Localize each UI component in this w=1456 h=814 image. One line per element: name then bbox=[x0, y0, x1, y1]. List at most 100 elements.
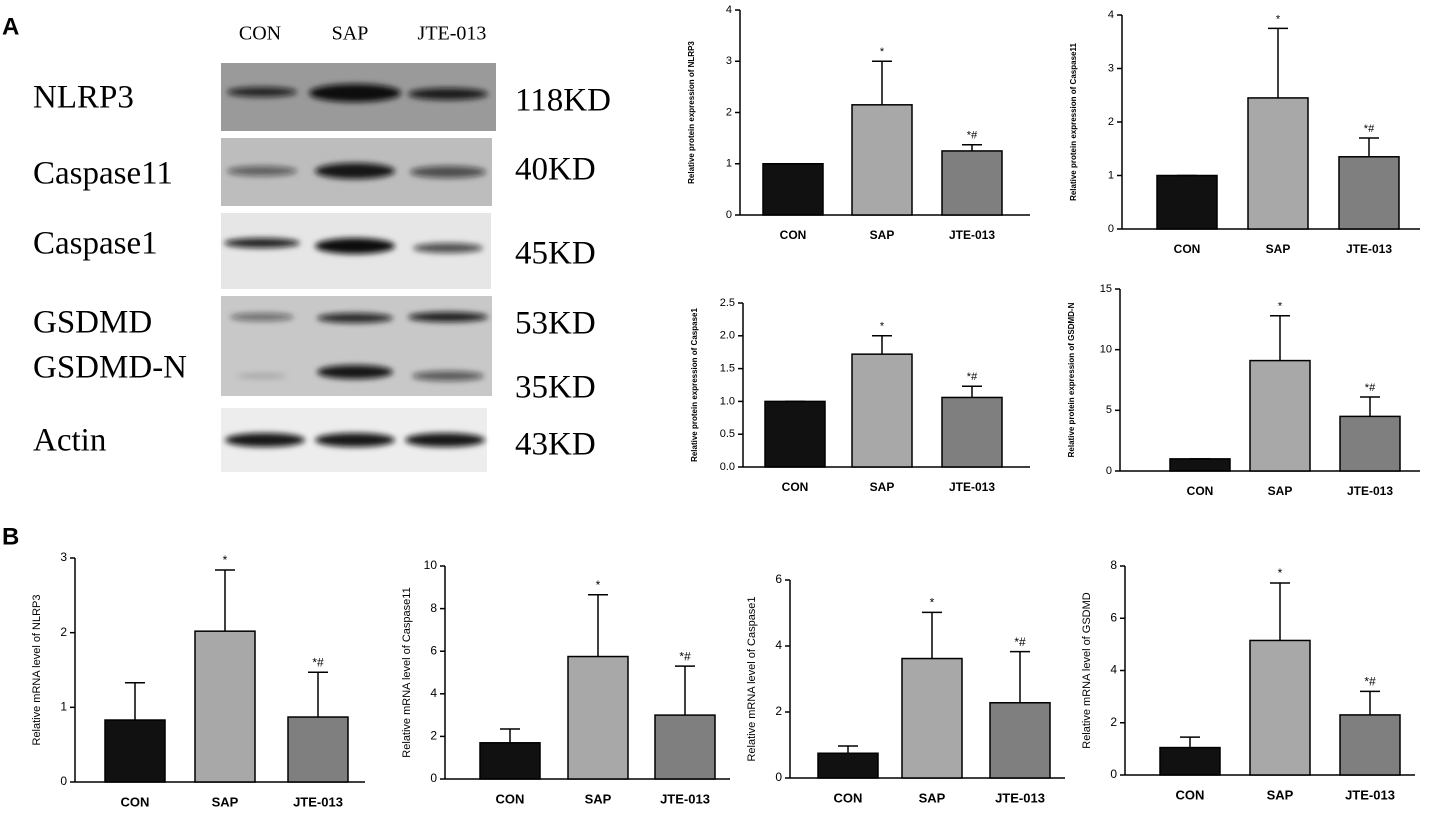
y-tick-label: 1.0 bbox=[720, 395, 735, 407]
x-tick-label: JTE-013 bbox=[995, 790, 1045, 805]
bar bbox=[762, 163, 824, 216]
band bbox=[413, 243, 483, 253]
significance-label: *# bbox=[312, 655, 324, 669]
x-tick-label: SAP bbox=[585, 791, 612, 806]
significance-label: * bbox=[930, 596, 935, 610]
x-tick-label: SAP bbox=[1266, 242, 1291, 256]
significance-label: *# bbox=[1365, 382, 1376, 394]
y-axis-label: Relative protein expression of NLRP3 bbox=[687, 41, 696, 184]
bar bbox=[851, 104, 913, 216]
band bbox=[224, 238, 300, 248]
y-tick-label: 4 bbox=[1110, 663, 1117, 677]
band bbox=[227, 87, 297, 97]
significance-label: * bbox=[596, 578, 601, 592]
x-tick-label: SAP bbox=[870, 480, 895, 494]
significance-label: * bbox=[223, 553, 228, 567]
x-tick-label: CON bbox=[1187, 484, 1214, 498]
y-axis-label: Relative mRNA level of Caspase11 bbox=[401, 587, 413, 757]
size-label: 53KD bbox=[515, 306, 596, 342]
y-tick-label: 8 bbox=[430, 601, 437, 615]
bar bbox=[104, 719, 166, 783]
y-tick-label: 0 bbox=[1110, 767, 1117, 781]
y-tick-label: 10 bbox=[1100, 344, 1112, 356]
panel-letter: B bbox=[2, 523, 19, 550]
x-tick-label: CON bbox=[496, 791, 525, 806]
x-tick-label: CON bbox=[1174, 242, 1201, 256]
y-tick-label: 6 bbox=[775, 572, 782, 586]
band bbox=[237, 373, 287, 379]
bar bbox=[287, 716, 349, 783]
protein-label: GSDMD bbox=[33, 305, 152, 341]
y-tick-label: 2 bbox=[430, 729, 437, 743]
y-tick-label: 3 bbox=[60, 550, 67, 564]
bar bbox=[817, 752, 879, 779]
bar bbox=[851, 353, 913, 468]
bar bbox=[941, 396, 1003, 468]
x-tick-label: CON bbox=[782, 480, 809, 494]
y-tick-label: 1 bbox=[726, 158, 732, 170]
x-tick-label: JTE-013 bbox=[949, 480, 995, 494]
band bbox=[315, 238, 395, 254]
y-axis-label: Relative protein expression of Caspase1 bbox=[690, 308, 699, 462]
band bbox=[410, 166, 486, 178]
band bbox=[315, 433, 395, 447]
x-tick-label: SAP bbox=[1268, 484, 1293, 498]
x-tick-label: CON bbox=[780, 228, 807, 242]
bar bbox=[989, 702, 1051, 779]
significance-label: * bbox=[1278, 301, 1283, 313]
lane-label: CON bbox=[239, 23, 281, 45]
y-tick-label: 2 bbox=[60, 625, 67, 639]
y-axis-label: Relative protein expression of Caspase11 bbox=[1069, 43, 1078, 201]
y-tick-label: 4 bbox=[775, 638, 782, 652]
protein-label: Caspase11 bbox=[33, 156, 173, 192]
significance-label: *# bbox=[679, 649, 691, 663]
y-tick-label: 0 bbox=[1106, 465, 1112, 477]
y-tick-label: 1.5 bbox=[720, 363, 735, 375]
y-tick-label: 1 bbox=[1108, 169, 1114, 181]
band bbox=[317, 313, 393, 323]
western-blot: CON SAP JTE-013 NLRP3 Caspase11 Caspase1… bbox=[33, 23, 611, 472]
lane-label: SAP bbox=[332, 23, 369, 45]
size-label: 45KD bbox=[515, 236, 596, 272]
x-tick-label: JTE-013 bbox=[293, 794, 343, 809]
band bbox=[412, 371, 484, 381]
x-tick-label: CON bbox=[834, 790, 863, 805]
x-tick-label: SAP bbox=[212, 794, 239, 809]
y-tick-label: 2.0 bbox=[720, 330, 735, 342]
protein-label: GSDMD-N bbox=[33, 350, 187, 386]
significance-label: *# bbox=[1364, 675, 1376, 689]
bar bbox=[1338, 156, 1400, 230]
x-tick-label: JTE-013 bbox=[949, 228, 995, 242]
x-tick-label: JTE-013 bbox=[1347, 484, 1393, 498]
protein-label: Actin bbox=[33, 423, 106, 459]
bar bbox=[901, 657, 963, 779]
y-tick-label: 6 bbox=[1110, 610, 1117, 624]
panel-letter: A bbox=[2, 13, 19, 40]
y-tick-label: 4 bbox=[430, 686, 437, 700]
x-tick-label: JTE-013 bbox=[1346, 242, 1392, 256]
y-tick-label: 5 bbox=[1106, 404, 1112, 416]
y-tick-label: 1 bbox=[60, 700, 67, 714]
bar bbox=[1247, 97, 1309, 230]
band bbox=[408, 88, 488, 100]
y-tick-label: 2 bbox=[1108, 116, 1114, 128]
bar bbox=[1339, 714, 1401, 776]
y-tick-label: 2 bbox=[726, 106, 732, 118]
y-tick-label: 0 bbox=[430, 771, 437, 785]
y-tick-label: 4 bbox=[726, 4, 732, 16]
bar bbox=[941, 150, 1003, 216]
x-tick-label: CON bbox=[1176, 787, 1205, 802]
y-tick-label: 15 bbox=[1100, 283, 1112, 295]
y-tick-label: 0 bbox=[60, 774, 67, 788]
y-axis-label: Relative mRNA level of NLRP3 bbox=[31, 594, 43, 745]
x-tick-label: SAP bbox=[870, 228, 895, 242]
significance-label: *# bbox=[967, 130, 978, 142]
y-tick-label: 2 bbox=[1110, 715, 1117, 729]
significance-label: * bbox=[880, 46, 885, 58]
y-tick-label: 0.5 bbox=[720, 428, 735, 440]
bar bbox=[1159, 746, 1221, 776]
significance-label: * bbox=[1276, 13, 1281, 25]
y-tick-label: 0 bbox=[1108, 223, 1114, 235]
y-axis-label: Relative mRNA level of GSDMD bbox=[1081, 592, 1093, 749]
